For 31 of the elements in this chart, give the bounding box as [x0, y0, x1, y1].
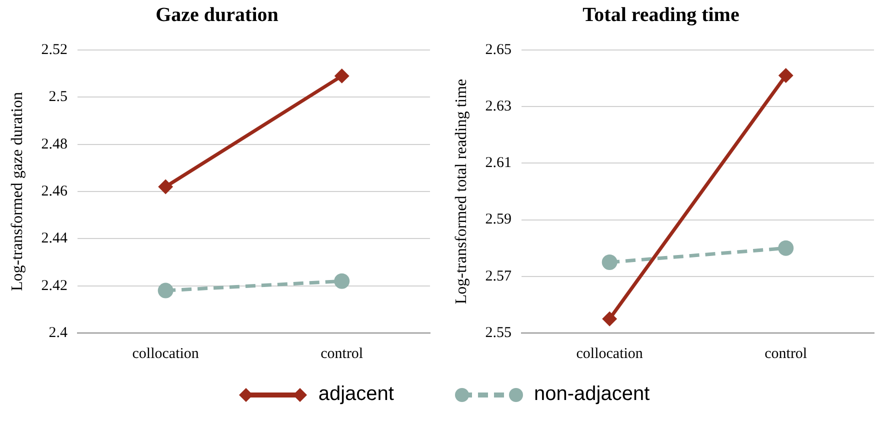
- y-tick-label: 2.55: [485, 324, 512, 341]
- point: [158, 282, 174, 298]
- y-tick-label: 2.4: [48, 324, 68, 341]
- x-tick-label: control: [320, 346, 364, 362]
- y-tick-label: 2.44: [41, 230, 68, 247]
- y-tick-label: 2.59: [485, 212, 512, 228]
- point: [334, 273, 350, 289]
- y-tick-label: 2.5: [48, 89, 68, 106]
- point: [158, 180, 172, 194]
- y-axis-title: Log-transformed gaze duration: [8, 92, 26, 292]
- x-tick-label: collocation: [576, 346, 644, 362]
- chart-title: Gaze duration: [156, 4, 278, 26]
- y-tick-label: 2.48: [41, 136, 68, 152]
- point: [778, 240, 794, 256]
- y-tick-label: 2.63: [485, 98, 512, 115]
- point: [602, 312, 616, 326]
- point: [779, 68, 793, 82]
- x-tick-label: control: [764, 346, 808, 362]
- y-tick-label: 2.57: [485, 268, 512, 284]
- y-tick-label: 2.61: [485, 155, 512, 172]
- legend-label: non-adjacent: [534, 383, 650, 406]
- y-tick-label: 2.46: [41, 183, 68, 200]
- point: [602, 254, 618, 270]
- point: [335, 69, 349, 83]
- chart-title: Total reading time: [582, 4, 740, 26]
- y-tick-label: 2.42: [41, 278, 68, 294]
- y-tick-label: 2.65: [485, 42, 512, 58]
- x-tick-label: collocation: [132, 346, 200, 362]
- y-axis-title: Log-transformed total reading time: [452, 78, 470, 304]
- legend-label: adjacent: [318, 383, 394, 406]
- y-tick-label: 2.52: [41, 42, 68, 58]
